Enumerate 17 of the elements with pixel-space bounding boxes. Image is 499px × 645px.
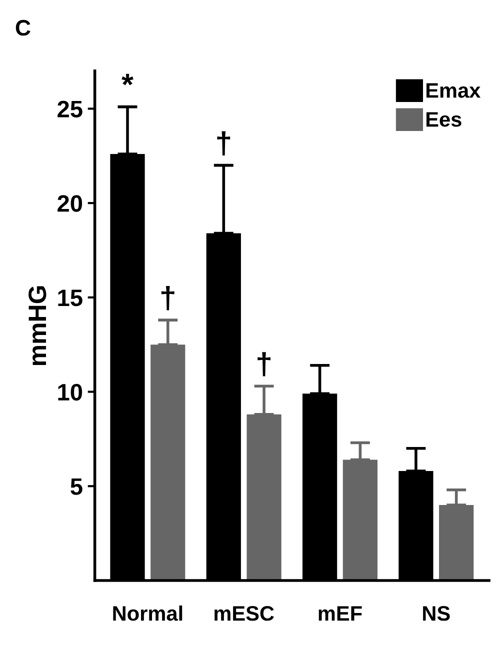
legend-label: Ees [426,112,462,127]
y-tick-label: 5 [70,478,82,495]
y-axis-title: mmHG [28,286,46,366]
text: C [16,20,30,36]
x-tick-label: NS [423,606,450,621]
annotation: † [161,286,174,310]
x-tick-label: mESC [214,606,274,621]
legend-label: Emax [426,83,481,98]
x-tick-label: Normal [113,606,182,621]
y-tick-label: 20 [58,195,82,212]
y-tick-label: 10 [58,384,82,401]
y-tick-label: 15 [58,290,82,306]
annotation: † [217,131,230,156]
x-tick-label: mEF [318,606,362,621]
annotation: † [258,352,270,376]
annotation: * [122,74,134,86]
y-tick-label: 25 [58,100,82,118]
